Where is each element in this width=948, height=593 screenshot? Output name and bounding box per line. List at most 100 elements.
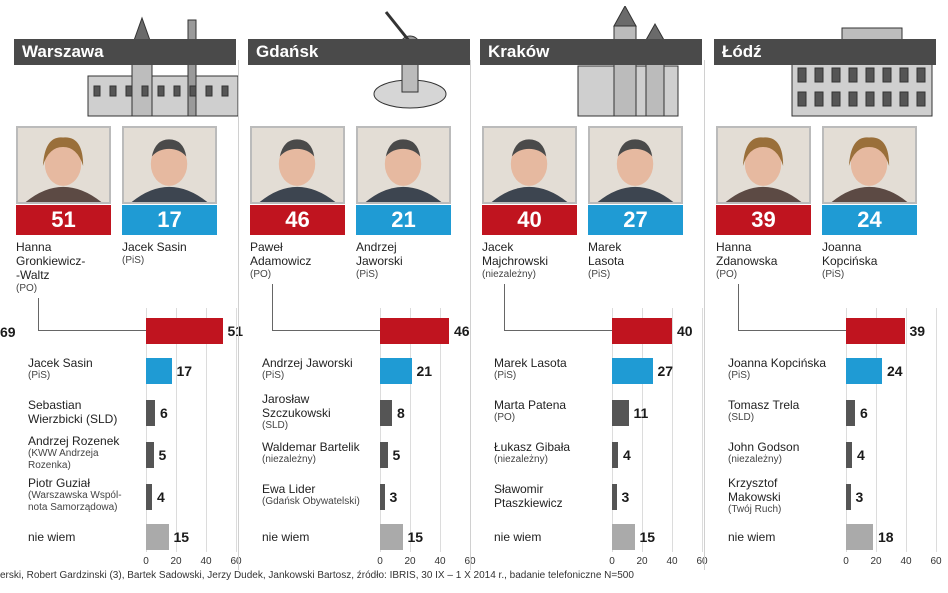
candidate-name-line: Andrzej [356,240,397,254]
x-tick-label: 60 [930,556,942,567]
candidate-name-line: Kopcińska [822,254,878,268]
x-tick-label: 40 [666,556,678,567]
bar-value-label: 5 [158,447,167,463]
x-tick-label: 20 [636,556,648,567]
bar-value-label: 3 [855,489,864,505]
x-tick-label: 0 [143,556,149,567]
x-tick-label: 20 [404,556,416,567]
candidate-name: Andrzej Jaworski [356,240,403,268]
row-candidate-party: nota Samorządowa) [28,502,118,513]
row-candidate-name: Jacek Sasin [28,356,93,370]
portrait-icon [824,128,915,202]
candidate-score: 21 [356,205,451,235]
candidate-name-line: Jacek [482,240,514,254]
bar [146,318,223,344]
row-candidate-party: (SLD) [262,420,289,431]
bar-value-label: 4 [623,447,631,463]
candidate-name-line: Adamowicz [250,254,312,268]
row-candidate-name: Jarosław [262,392,310,406]
gridline [846,308,847,552]
candidate-score: 17 [122,205,217,235]
row-candidate-name: Łukasz Gibała [494,440,571,454]
leader-connector-line [504,284,612,331]
panel-separator [238,60,239,570]
gridline [612,308,613,552]
bar [846,524,873,550]
candidate-name-line: Majchrowski [482,254,549,268]
bar [612,358,653,384]
landmark-illustration [577,6,679,117]
bar [846,358,882,384]
bar-value-label: 18 [878,529,894,545]
candidate-photo [588,126,683,204]
row-candidate-name: Ptaszkiewicz [494,496,563,510]
candidate-party: (PiS) [122,255,145,266]
candidate-photo [356,126,451,204]
bar [146,400,155,426]
bar-value-label: 40 [677,323,693,339]
bar-value-label: 4 [857,447,865,463]
bar [846,442,852,468]
row-candidate-party: (niezależny) [262,454,316,465]
bar [846,484,851,510]
row-candidate-name: Makowski [728,490,781,504]
candidate-name-line: Jaworski [356,254,403,268]
bar-value-label: 27 [657,363,674,379]
row-candidate-party: (PiS) [262,370,285,381]
gridline [440,308,441,552]
bar [612,484,617,510]
row-candidate-name: Sebastian [28,398,82,412]
gridline [380,308,381,552]
bar [380,400,392,426]
bar [846,400,855,426]
panel-separator [704,60,705,570]
city-panel-0: Warszawa 51 Hanna Gronkiewicz- -Waltz (PO) 17 J… [8,0,243,570]
bar [846,318,905,344]
row-candidate-party: Rozenka) [28,460,71,471]
city-panel-2: Kraków 40 Jacek Majchrowski (niezależny) 27 Ma… [474,0,708,570]
city-name: Kraków [488,42,550,61]
row-candidate-name: nie wiem [494,530,542,544]
bar [612,318,672,344]
candidate-name: Jacek Majchrowski [482,240,548,268]
x-tick-label: 20 [170,556,182,567]
x-tick-label: 0 [609,556,615,567]
city-header: Gdańsk [248,39,470,65]
candidate-name: Marek Lasota [588,240,624,268]
gridline [146,308,147,552]
row-candidate-party: (PiS) [28,370,51,381]
bar [146,484,152,510]
portrait-icon [484,128,575,202]
candidate-photo [16,126,111,204]
gridline [236,308,237,552]
row-candidate-name: Joanna Kopcińska [728,356,827,370]
bar [380,442,388,468]
candidate-score: 39 [716,205,811,235]
candidate-photo [250,126,345,204]
row-candidate-party: (PiS) [728,370,751,381]
row-candidate-party: (Warszawska Wspól- [28,490,122,501]
bar [380,358,412,384]
x-tick-label: 40 [900,556,912,567]
gridline [702,308,703,552]
bar [146,524,169,550]
bar-value-label: 4 [157,489,165,505]
gridline [672,308,673,552]
candidate-name-line: Lasota [588,254,625,268]
candidate-name-line: Zdanowska [716,254,778,268]
candidate-photo [122,126,217,204]
portrait-icon [124,128,215,202]
portrait-icon [18,128,109,202]
row-candidate-name: nie wiem [28,530,76,544]
portrait-icon [358,128,449,202]
candidate-party: (PO) [16,283,38,294]
row-candidate-party: (niezależny) [494,454,548,465]
candidate-photo [716,126,811,204]
bar-value-label: 15 [173,529,190,545]
bar [380,484,385,510]
candidate-score: 27 [588,205,683,235]
candidate-name-line: Joanna [822,240,862,254]
row-candidate-name: Szczukowski [262,406,331,420]
bar-chart: 0 20 40 60 39 Joanna Kopcińska (PiS) 24 Tomasz T… [714,300,942,570]
